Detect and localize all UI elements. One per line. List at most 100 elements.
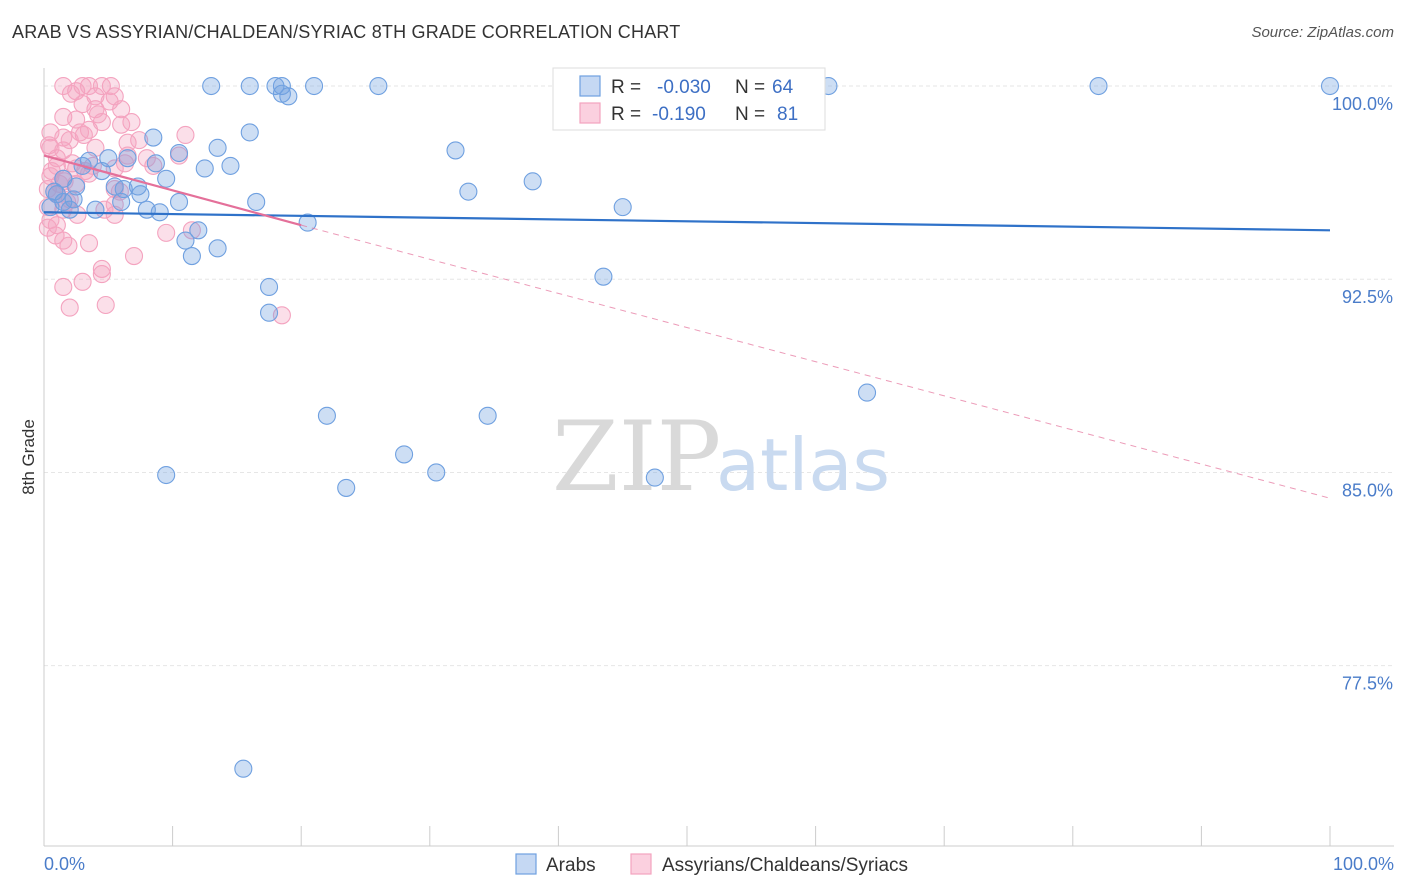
arabs-point [157,169,176,188]
arabs-point [114,180,133,199]
watermark: ZIP atlas [552,401,890,513]
assyrians-point [101,76,120,96]
arabs-point [247,192,266,212]
assyrians-trend-line [43,154,302,227]
arabs-point [459,182,478,201]
arabs-point [234,759,253,778]
arabs-point [208,138,227,157]
assyrians-point [92,265,111,284]
assyrians-point [59,236,78,255]
arabs-point [337,478,356,497]
arabs-point [645,468,664,487]
arabs-point [189,221,208,240]
arabs-point [298,213,317,232]
assyrians-point [115,154,135,173]
assyrians-point [73,272,92,291]
arabs-point [317,406,336,425]
arabs-point [478,406,497,425]
trend-lines [43,154,1331,499]
arabs-point [176,231,195,250]
assyrians-point [60,298,79,317]
arabs-point [395,445,414,464]
arabs-point [144,128,163,147]
grid-lines [44,85,1394,667]
legend-assyrians-n-label: N = [735,104,765,125]
arabs-point [259,277,279,297]
assyrians-trend-extension [301,224,1331,499]
legend-bottom-arabs-swatch [515,853,537,875]
arabs-point [240,76,259,96]
assyrians-point [122,113,141,132]
assyrians-point [96,295,115,315]
arabs-point [305,76,324,96]
assyrians-point [61,84,81,103]
arabs-point [1320,76,1340,96]
assyrians-point [144,156,163,175]
arabs-point [613,198,632,217]
legend-assyrians-swatch [579,102,601,124]
assyrians-point [118,133,137,152]
legend-bottom-assyrians-swatch [630,853,652,875]
arabs-point [202,76,221,96]
arabs-point [157,465,176,485]
arabs-point [279,87,298,106]
assyrians-point [176,125,195,145]
x-ticks [43,826,1331,846]
arabs-point [64,190,83,209]
arabs-point [1089,76,1108,96]
y-tick-labels: 77.5% 85.0% 92.5% 100.0% [1332,94,1393,694]
arabs-point [369,76,388,96]
arabs-point [195,159,214,178]
watermark-atlas-text: atlas [716,423,890,507]
y-tick-label: 77.5% [1342,674,1393,694]
y-tick-label: 92.5% [1342,287,1393,307]
arabs-point [221,156,240,175]
legend-bottom-arabs-label: Arabs [546,855,596,876]
arabs-trend-line [43,211,1331,232]
arabs-point [857,383,877,402]
assyrians-point [92,259,111,278]
assyrians-point [38,218,57,237]
arabs-point [146,154,165,173]
arabs-point [272,76,291,96]
y-tick-label: 85.0% [1342,480,1393,500]
assyrians-point [157,223,176,242]
assyrians-point [79,234,99,253]
assyrians-point [60,131,79,150]
legend-arabs-r-value: -0.030 [657,77,711,98]
assyrians-point [182,221,201,240]
watermark-zip-text: ZIP [552,401,721,513]
assyrians-point [124,247,144,266]
assyrians-point [88,105,108,124]
arabs-point [446,141,465,160]
assyrians-point [54,277,73,297]
arabs-point [240,123,259,142]
assyrians-point [100,92,119,111]
legend-assyrians-n-value: 81 [777,104,798,125]
y-axis-label: 8th Grade [19,419,38,495]
y-tick-label: 100.0% [1332,94,1393,114]
assyrians-point [130,131,149,150]
axes [43,68,1394,847]
source-label: Source: ZipAtlas.com [1251,24,1394,41]
legend-arabs-n-value: 64 [772,77,794,98]
arabs-point [99,149,118,168]
assyrians-point [74,125,93,145]
assyrians-point [46,226,65,245]
legend-arabs-r-label: R = [611,77,641,98]
arabs-point [118,149,137,168]
arabs-point [182,247,201,266]
arabs-point [169,143,189,163]
arabs-point [594,267,613,286]
legend-stats: R = -0.030 N = 64 R = -0.190 N = 81 [552,67,826,131]
arabs-point [208,239,227,258]
legend-arabs-swatch [579,75,601,97]
legend-arabs-n-label: N = [735,77,765,98]
arabs-point [259,303,279,322]
assyrians-point [40,136,59,155]
arabs-point [150,203,169,222]
arabs-point [86,200,105,219]
arabs-point [60,200,79,219]
x-tick-label-min: 0.0% [44,854,85,874]
